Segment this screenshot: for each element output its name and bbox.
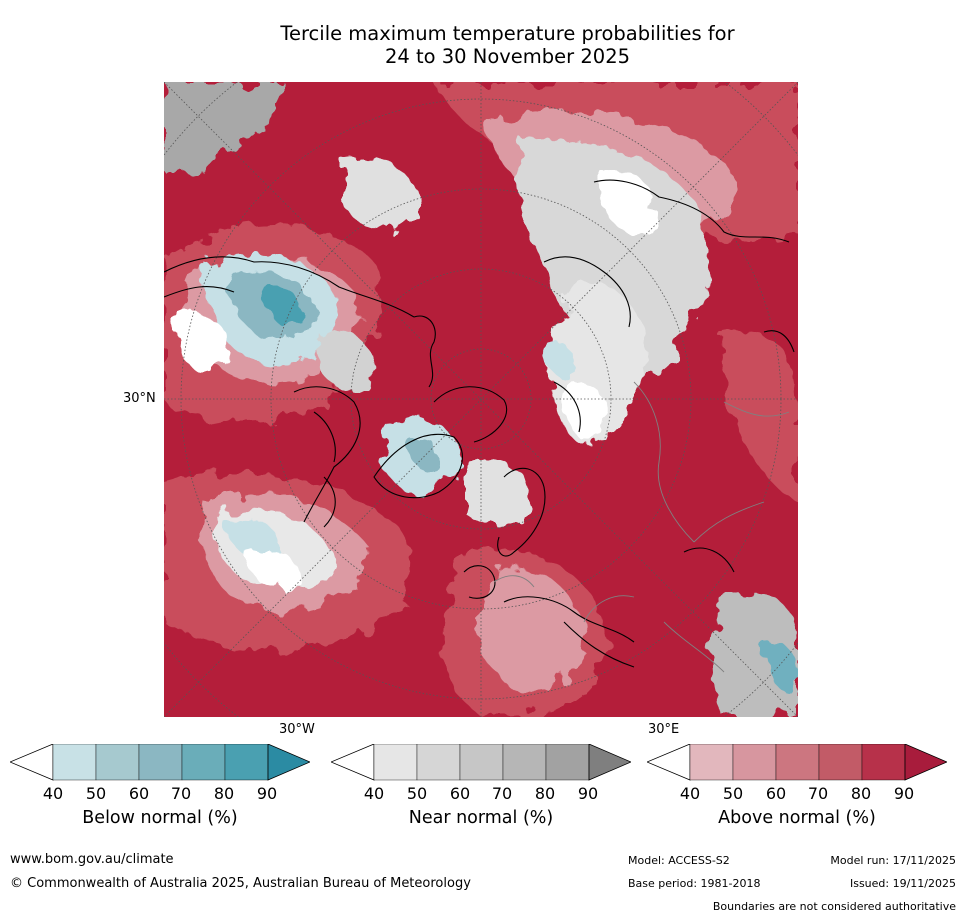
tick-80: 80	[534, 784, 556, 803]
colorbar-swatch	[138, 744, 183, 781]
colorbar-near-normal: 40 50 60 70 80 90 Near normal (%)	[331, 744, 631, 828]
lon-label-30e: 30°E	[648, 722, 680, 737]
chart-title: Tercile maximum temperature probabilitie…	[160, 22, 855, 68]
colorbar-above-normal-ticks: 40 50 60 70 80 90	[647, 784, 947, 803]
colorbar-swatch	[416, 744, 461, 781]
tick-60: 60	[128, 784, 150, 803]
colorbar-over-triangle	[904, 744, 947, 781]
tick-80: 80	[850, 784, 872, 803]
probability-map	[164, 82, 798, 717]
tick-70: 70	[807, 784, 829, 803]
colorbar-over-triangle	[267, 744, 310, 781]
title-line-2: 24 to 30 November 2025	[384, 45, 631, 68]
graticule	[164, 82, 798, 717]
tick-40: 40	[363, 784, 385, 803]
tick-70: 70	[491, 784, 513, 803]
colorbar-swatch	[545, 744, 590, 781]
colorbar-swatch	[818, 744, 863, 781]
tick-90: 90	[893, 784, 915, 803]
map-canvas	[164, 82, 798, 717]
tick-40: 40	[679, 784, 701, 803]
colorbar-under-triangle	[331, 744, 375, 781]
base-period-text: Base period: 1981-2018	[628, 877, 761, 890]
colorbar-swatch	[373, 744, 418, 781]
country-borders	[493, 381, 790, 673]
colorbar-near-normal-ticks: 40 50 60 70 80 90	[331, 784, 631, 803]
coastlines	[164, 179, 795, 668]
tick-90: 90	[256, 784, 278, 803]
colorbar-swatch	[224, 744, 269, 781]
colorbar-under-triangle	[647, 744, 691, 781]
colorbar-swatch	[775, 744, 820, 781]
tick-50: 50	[85, 784, 107, 803]
tick-50: 50	[406, 784, 428, 803]
colorbar-above-normal: 40 50 60 70 80 90 Above normal (%)	[647, 744, 947, 828]
colorbar-over-triangle	[588, 744, 631, 781]
lat-label-30n: 30°N	[123, 391, 156, 406]
website-link[interactable]: www.bom.gov.au/climate	[10, 852, 174, 867]
colorbar-swatch	[52, 744, 97, 781]
tick-60: 60	[449, 784, 471, 803]
colorbar-swatch	[459, 744, 504, 781]
title-line-1: Tercile maximum temperature probabilitie…	[280, 22, 735, 45]
colorbar-swatch	[689, 744, 734, 781]
tick-90: 90	[577, 784, 599, 803]
colorbar-below-normal-ticks: 40 50 60 70 80 90	[10, 784, 310, 803]
tick-80: 80	[213, 784, 235, 803]
tick-60: 60	[765, 784, 787, 803]
colorbar-swatch	[502, 744, 547, 781]
colorbar-below-normal-label: Below normal (%)	[82, 808, 238, 828]
colorbar-below-normal: 40 50 60 70 80 90 Below normal (%)	[10, 744, 310, 828]
issued-text: Issued: 19/11/2025	[849, 877, 956, 890]
lon-label-30w: 30°W	[279, 722, 315, 737]
colorbar-swatch	[181, 744, 226, 781]
colorbar-under-triangle	[10, 744, 54, 781]
model-run-text: Model run: 17/11/2025	[830, 854, 956, 867]
tick-50: 50	[722, 784, 744, 803]
tick-70: 70	[170, 784, 192, 803]
probability-regions	[164, 82, 798, 717]
colorbar-near-normal-swatches	[331, 744, 631, 781]
copyright-text: © Commonwealth of Australia 2025, Austra…	[10, 876, 471, 891]
colorbar-above-normal-label: Above normal (%)	[718, 808, 876, 828]
disclaimer-text: Boundaries are not considered authoritat…	[712, 900, 956, 913]
colorbar-above-normal-swatches	[647, 744, 947, 781]
colorbar-swatch	[732, 744, 777, 781]
colorbar-near-normal-label: Near normal (%)	[408, 808, 554, 828]
colorbar-swatch	[95, 744, 140, 781]
colorbar-swatch	[861, 744, 906, 781]
model-text: Model: ACCESS-S2	[628, 854, 730, 867]
tick-40: 40	[42, 784, 64, 803]
colorbar-below-normal-swatches	[10, 744, 310, 781]
